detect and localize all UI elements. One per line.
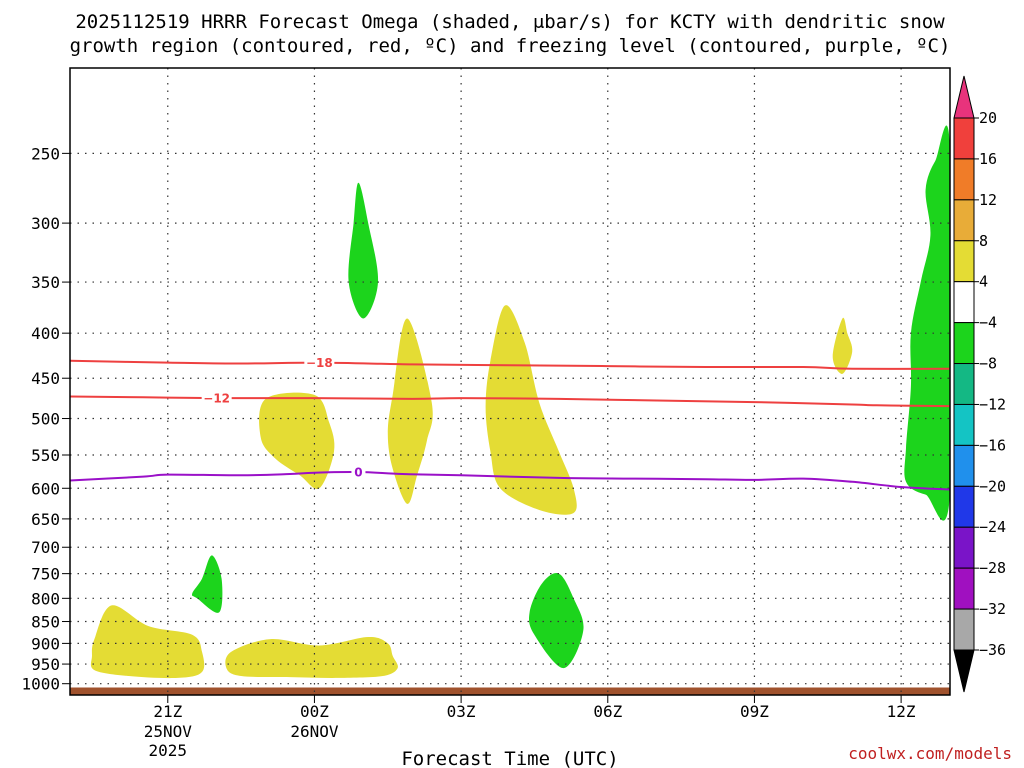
omega-region-6	[832, 317, 853, 374]
colorbar-box-13	[953, 608, 975, 651]
omega-region-3	[259, 392, 335, 490]
y-tick-label: 450	[31, 369, 60, 388]
y-tick-label: 850	[31, 613, 60, 632]
colorbar-tick-label: −16	[979, 436, 1006, 454]
colorbar-box-5	[953, 281, 975, 324]
credit-text: coolwx.com/models	[848, 744, 1012, 763]
colorbar-tick-label: 20	[979, 109, 997, 127]
contour-line-3	[70, 470, 950, 491]
colorbar-box-7	[953, 363, 975, 405]
y-tick-label: 900	[31, 634, 60, 653]
y-tick-label: 400	[31, 324, 60, 343]
colorbar-box-12	[953, 567, 975, 610]
colorbar-tick-label: −24	[979, 518, 1006, 536]
colorbar-box-4	[953, 240, 975, 283]
colorbar-tick-label: 8	[979, 232, 988, 250]
omega-region-4	[387, 318, 433, 504]
x-tick-label: 21Z	[153, 702, 182, 721]
contour-label-bg-3	[351, 464, 366, 479]
omega-region-2	[225, 636, 398, 678]
contour-line-1	[70, 359, 950, 370]
omega-region-1	[90, 605, 205, 679]
y-tick-label: 300	[31, 214, 60, 233]
chart-title-line-2: growth region (contoured, red, ºC) and f…	[70, 35, 951, 57]
y-tick-label: 950	[31, 655, 60, 674]
y-tick-label: 350	[31, 273, 60, 292]
omega-region-9	[528, 573, 584, 669]
colorbar-bottom-arrow	[953, 649, 975, 693]
omega-region-5	[485, 305, 577, 515]
date-label: 25NOV	[144, 722, 193, 741]
colorbar-tick-label: −32	[979, 600, 1006, 618]
colorbar-box-11	[953, 526, 975, 569]
contour-label-bg-2	[201, 391, 232, 406]
colorbar-box-1	[953, 117, 975, 160]
colorbar-tick-label: 12	[979, 191, 997, 209]
colorbar-tick-label: −12	[979, 395, 1006, 413]
contour-label: 0	[354, 465, 362, 479]
colorbar-box-3	[953, 199, 975, 242]
colorbar-box-10	[953, 485, 975, 528]
temperature-contours: −18 −12 0	[70, 355, 950, 491]
omega-region-8	[191, 555, 223, 613]
plot-frame	[69, 67, 951, 696]
colorbar-tick-label: −8	[979, 355, 997, 373]
pressure-axis: 250 300 350 400 450 500 550 600 650 700 750 800 850 9…	[21, 144, 70, 694]
colorbar-tick-label: −36	[979, 641, 1006, 659]
colorbar-tick-label: −28	[979, 559, 1006, 577]
chart-title-line-1: 2025112519 HRRR Forecast Omega (shaded, …	[75, 11, 945, 33]
y-tick-label: 1000	[21, 675, 60, 694]
colorbar-tick-label: 16	[979, 150, 997, 168]
colorbar-tick-label: −20	[979, 477, 1006, 495]
x-axis-label: Forecast Time (UTC)	[401, 748, 618, 768]
y-tick-label: 550	[31, 446, 60, 465]
y-tick-label: 650	[31, 510, 60, 529]
year-label: 2025	[149, 741, 188, 760]
colorbar-box-8	[953, 403, 975, 446]
y-tick-label: 750	[31, 565, 60, 584]
omega-region-10	[904, 125, 950, 521]
y-tick-label: 600	[31, 479, 60, 498]
contour-label: −18	[306, 356, 333, 370]
colorbar-box-9	[953, 444, 975, 487]
x-tick-label: 00Z	[300, 702, 329, 721]
y-tick-label: 500	[31, 410, 60, 429]
colorbar-top-arrow	[953, 75, 975, 119]
x-tick-label: 12Z	[887, 702, 916, 721]
colorbar-box-6	[953, 322, 975, 365]
ground-surface	[70, 687, 950, 695]
date-label: 26NOV	[290, 722, 339, 741]
contour-label: −12	[203, 392, 230, 406]
omega-colorbar: 20 16 12 8 4 −4 −8 −12 −16 −20 −24 −28 −32 −36	[953, 75, 1006, 693]
x-tick-label: 03Z	[447, 702, 476, 721]
omega-region-7	[348, 182, 379, 319]
colorbar-tick-label: 4	[979, 273, 988, 291]
x-tick-label: 06Z	[593, 702, 622, 721]
y-tick-label: 700	[31, 538, 60, 557]
colorbar-tick-label: −4	[979, 314, 997, 332]
colorbar-box-2	[953, 158, 975, 201]
y-tick-label: 800	[31, 589, 60, 608]
x-tick-label: 09Z	[740, 702, 769, 721]
contour-label-bg-1	[304, 355, 335, 370]
y-tick-label: 250	[31, 144, 60, 163]
